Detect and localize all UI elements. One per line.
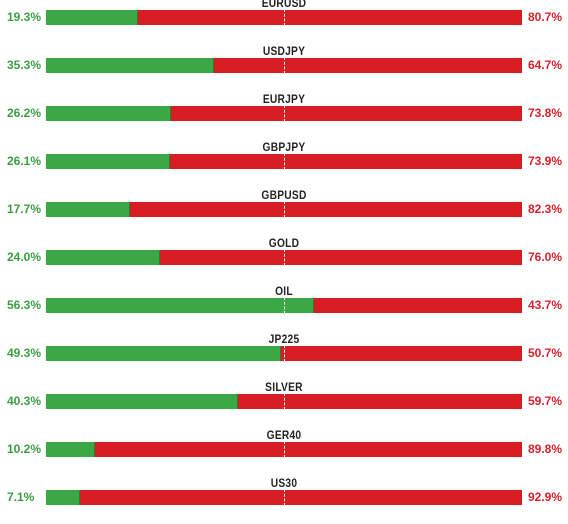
sentiment-row: JP225 49.3% 50.7% bbox=[0, 332, 568, 380]
midline bbox=[284, 489, 285, 506]
sentiment-bar bbox=[46, 441, 522, 458]
short-percent: 50.7% bbox=[528, 346, 563, 360]
short-percent: 59.7% bbox=[528, 394, 563, 408]
sentiment-row: GBPJPY 26.1% 73.9% bbox=[0, 140, 568, 188]
long-percent: 7.1% bbox=[7, 490, 35, 504]
symbol-label: US30 bbox=[270, 476, 298, 490]
symbol-label: JP225 bbox=[268, 332, 300, 346]
long-fill bbox=[46, 10, 138, 25]
short-percent: 92.9% bbox=[528, 490, 563, 504]
midline bbox=[284, 345, 285, 362]
sentiment-bar bbox=[46, 393, 522, 410]
sentiment-bar bbox=[46, 9, 522, 26]
short-percent: 89.8% bbox=[528, 442, 563, 456]
symbol-label: GER40 bbox=[266, 428, 302, 442]
sentiment-row: GOLD 24.0% 76.0% bbox=[0, 236, 568, 284]
sentiment-row: EURJPY 26.2% 73.8% bbox=[0, 92, 568, 140]
sentiment-bar bbox=[46, 153, 522, 170]
long-fill bbox=[46, 202, 131, 217]
short-percent: 73.8% bbox=[528, 106, 563, 120]
symbol-label: EURJPY bbox=[262, 92, 306, 106]
midline bbox=[284, 201, 285, 218]
long-percent: 10.2% bbox=[7, 442, 42, 456]
short-percent: 73.9% bbox=[528, 154, 563, 168]
long-fill bbox=[46, 250, 161, 265]
sentiment-row: USDJPY 35.3% 64.7% bbox=[0, 44, 568, 92]
sentiment-row: US30 7.1% 92.9% bbox=[0, 476, 568, 524]
sentiment-bar bbox=[46, 489, 522, 506]
midline bbox=[284, 249, 285, 266]
sentiment-row: GBPUSD 17.7% 82.3% bbox=[0, 188, 568, 236]
midline bbox=[284, 393, 285, 410]
symbol-label: USDJPY bbox=[262, 44, 306, 58]
long-percent: 35.3% bbox=[7, 58, 42, 72]
long-percent: 26.2% bbox=[7, 106, 42, 120]
long-fill bbox=[46, 154, 171, 169]
long-fill bbox=[46, 106, 171, 121]
midline bbox=[284, 57, 285, 74]
long-percent: 40.3% bbox=[7, 394, 42, 408]
sentiment-bar bbox=[46, 249, 522, 266]
midline bbox=[284, 441, 285, 458]
long-fill bbox=[46, 346, 281, 361]
long-fill bbox=[46, 490, 80, 505]
symbol-label: EURUSD bbox=[261, 0, 307, 10]
symbol-label: OIL bbox=[275, 284, 293, 298]
short-percent: 80.7% bbox=[528, 10, 563, 24]
sentiment-bar bbox=[46, 345, 522, 362]
long-fill bbox=[46, 298, 314, 313]
long-percent: 56.3% bbox=[7, 298, 42, 312]
long-percent: 49.3% bbox=[7, 346, 42, 360]
sentiment-bar bbox=[46, 297, 522, 314]
long-percent: 24.0% bbox=[7, 250, 42, 264]
symbol-label: SILVER bbox=[265, 380, 303, 394]
sentiment-row: SILVER 40.3% 59.7% bbox=[0, 380, 568, 428]
long-percent: 26.1% bbox=[7, 154, 42, 168]
long-fill bbox=[46, 442, 95, 457]
symbol-label: GBPJPY bbox=[262, 140, 306, 154]
sentiment-bar bbox=[46, 201, 522, 218]
midline bbox=[284, 9, 285, 26]
long-fill bbox=[46, 394, 238, 409]
sentiment-bar bbox=[46, 57, 522, 74]
symbol-label: GOLD bbox=[268, 236, 300, 250]
midline bbox=[284, 153, 285, 170]
long-percent: 17.7% bbox=[7, 202, 42, 216]
long-fill bbox=[46, 58, 215, 73]
short-percent: 82.3% bbox=[528, 202, 563, 216]
symbol-label: GBPUSD bbox=[261, 188, 307, 202]
midline bbox=[284, 105, 285, 122]
midline bbox=[284, 297, 285, 314]
sentiment-row: OIL 56.3% 43.7% bbox=[0, 284, 568, 332]
sentiment-bar bbox=[46, 105, 522, 122]
sentiment-row: GER40 10.2% 89.8% bbox=[0, 428, 568, 476]
long-percent: 19.3% bbox=[7, 10, 42, 24]
sentiment-row: EURUSD 19.3% 80.7% bbox=[0, 0, 568, 44]
short-percent: 43.7% bbox=[528, 298, 563, 312]
short-percent: 64.7% bbox=[528, 58, 563, 72]
short-percent: 76.0% bbox=[528, 250, 563, 264]
